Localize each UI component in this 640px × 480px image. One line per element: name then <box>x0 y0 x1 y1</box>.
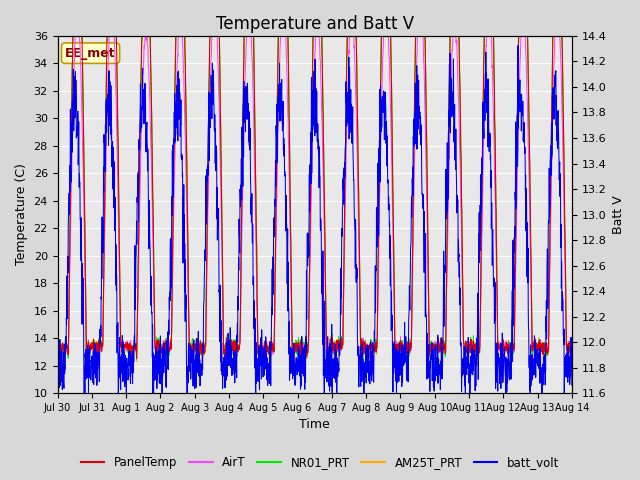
Text: EE_met: EE_met <box>65 47 116 60</box>
NR01_PRT <box>330 339 337 345</box>
batt_volt <box>537 379 545 385</box>
AirT <box>568 343 576 348</box>
AM25T_PRT <box>54 345 61 351</box>
AirT <box>54 345 61 350</box>
PanelTemp <box>197 342 205 348</box>
NR01_PRT <box>568 343 576 348</box>
PanelTemp <box>568 340 576 346</box>
Line: AM25T_PRT: AM25T_PRT <box>58 0 572 362</box>
AirT <box>330 349 337 355</box>
Line: PanelTemp: PanelTemp <box>58 0 572 361</box>
AM25T_PRT <box>330 340 337 346</box>
NR01_PRT <box>341 187 349 193</box>
batt_volt <box>523 202 531 208</box>
batt_volt <box>526 409 534 415</box>
PanelTemp <box>296 358 303 364</box>
AM25T_PRT <box>341 187 349 192</box>
NR01_PRT <box>537 346 545 352</box>
X-axis label: Time: Time <box>300 419 330 432</box>
PanelTemp <box>537 348 545 354</box>
Line: batt_volt: batt_volt <box>58 46 572 412</box>
batt_volt <box>330 356 337 362</box>
batt_volt <box>340 175 348 181</box>
PanelTemp <box>330 348 337 354</box>
AirT <box>197 348 205 353</box>
AM25T_PRT <box>568 339 576 345</box>
batt_volt <box>197 367 205 373</box>
NR01_PRT <box>197 352 205 358</box>
batt_volt <box>54 365 61 371</box>
AM25T_PRT <box>465 343 472 348</box>
AirT <box>523 85 531 91</box>
Title: Temperature and Batt V: Temperature and Batt V <box>216 15 413 33</box>
PanelTemp <box>340 207 348 213</box>
batt_volt <box>464 345 472 351</box>
AirT <box>465 347 472 352</box>
Line: NR01_PRT: NR01_PRT <box>58 0 572 360</box>
AM25T_PRT <box>296 359 303 365</box>
AirT <box>340 239 348 245</box>
AirT <box>537 344 545 349</box>
NR01_PRT <box>465 342 472 348</box>
AirT <box>95 357 102 363</box>
Legend: PanelTemp, AirT, NR01_PRT, AM25T_PRT, batt_volt: PanelTemp, AirT, NR01_PRT, AM25T_PRT, ba… <box>76 452 564 474</box>
Y-axis label: Temperature (C): Temperature (C) <box>15 164 28 265</box>
AM25T_PRT <box>197 342 205 348</box>
Y-axis label: Batt V: Batt V <box>612 195 625 234</box>
AM25T_PRT <box>537 348 545 353</box>
AM25T_PRT <box>523 4 531 10</box>
batt_volt <box>568 383 576 388</box>
PanelTemp <box>465 343 472 348</box>
PanelTemp <box>54 345 61 351</box>
NR01_PRT <box>523 0 531 6</box>
Line: AirT: AirT <box>58 0 572 360</box>
NR01_PRT <box>83 357 91 363</box>
batt_volt <box>514 43 522 48</box>
NR01_PRT <box>54 348 61 354</box>
